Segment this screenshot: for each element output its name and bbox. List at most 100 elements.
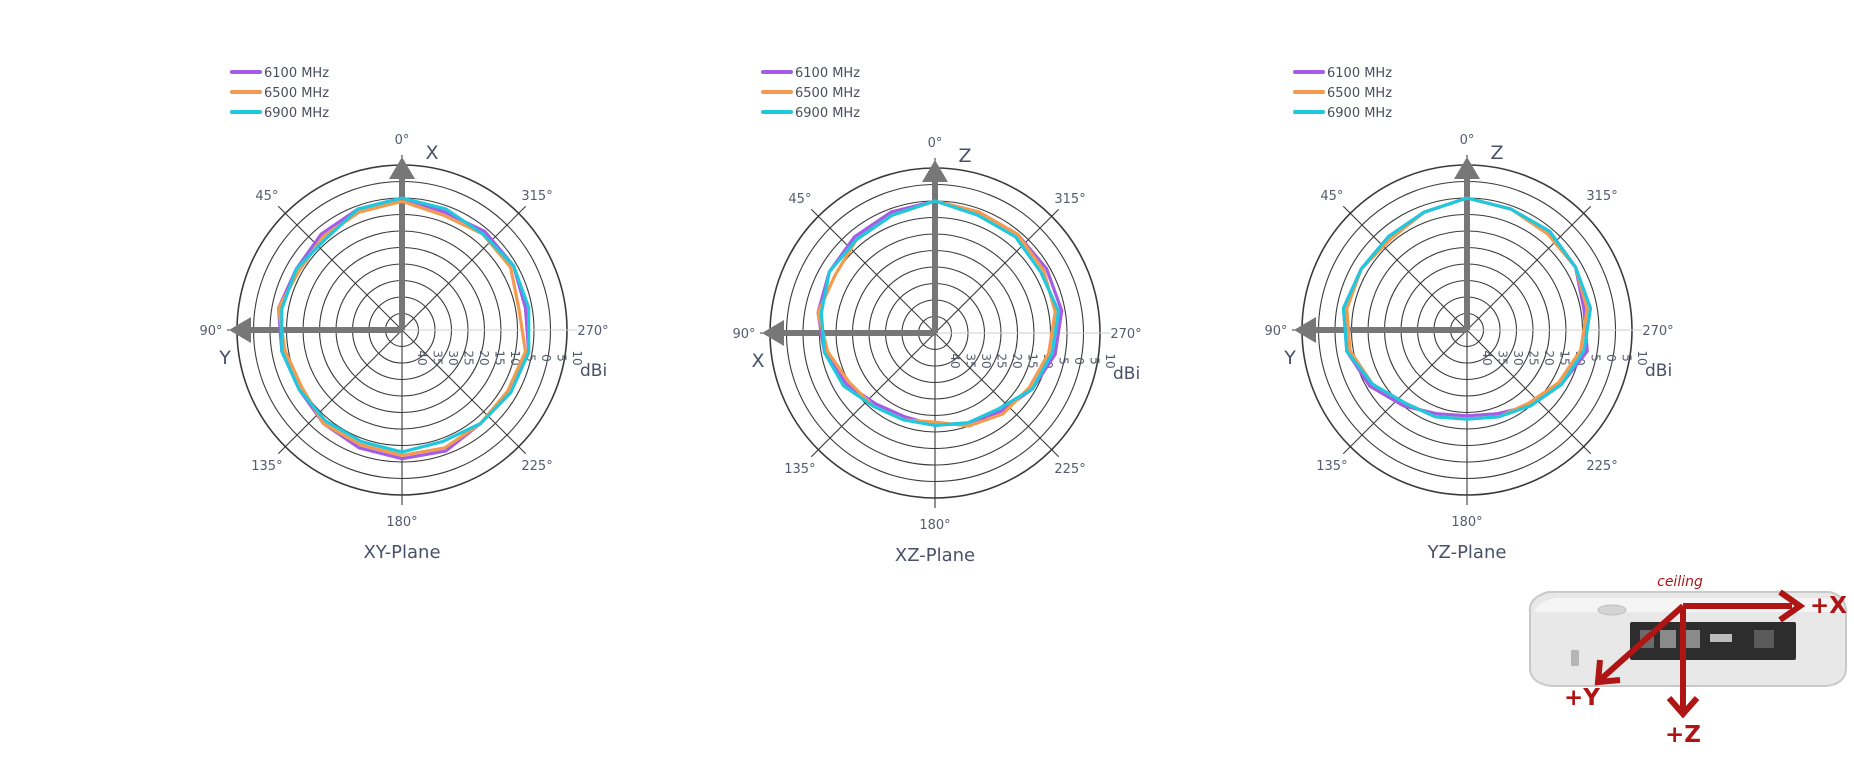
reference-arrow-up — [1454, 157, 1480, 179]
series-line — [276, 199, 528, 457]
plane-title: XZ-Plane — [895, 545, 975, 566]
plus-x-label: +X — [1810, 593, 1847, 619]
angle-tick-label: 45° — [788, 192, 811, 207]
reference-arrow-left — [1294, 317, 1316, 343]
angle-tick-label: 0° — [395, 133, 410, 148]
unit-label: dBi — [1113, 364, 1140, 384]
ring-tick-label: 5 — [1088, 357, 1102, 365]
angle-tick-label: 0° — [928, 136, 943, 151]
grid-spoke — [1466, 205, 1592, 331]
angle-tick-label: 315° — [1054, 192, 1085, 207]
angle-tick-label: 315° — [521, 189, 552, 204]
ring-tick-label: 25 — [1527, 350, 1541, 365]
legend-label: 6100 MHz — [264, 66, 329, 81]
polar-chart-3: 6100 MHz 6500 MHz 6900 MHz 0° 45° 90° 135° 180°… — [1264, 66, 1673, 563]
ring-tick-label: 30 — [979, 353, 993, 368]
ring-tick-label: 40 — [948, 353, 962, 368]
ring-tick-label: 25 — [995, 353, 1009, 368]
legend-label: 6100 MHz — [795, 66, 860, 81]
series-line — [819, 199, 1061, 427]
polar-chart-2: 6100 MHz 6500 MHz 6900 MHz 0° 45° 90° 135° 180°… — [732, 66, 1141, 566]
series-line — [1341, 196, 1593, 421]
grid-spoke — [277, 205, 403, 331]
ring-tick-label: 5 — [1589, 354, 1603, 362]
ring-tick-label: 35 — [431, 350, 445, 365]
ring-tick-label: 5 — [1057, 357, 1071, 365]
ring-tick-label: 10 — [1635, 350, 1649, 365]
ring-tick-label: 40 — [415, 350, 429, 365]
ring-tick-label: 35 — [964, 353, 978, 368]
ring-tick-label: 5 — [555, 354, 569, 362]
angle-tick-label: 180° — [1451, 515, 1482, 530]
ring-tick-label: 20 — [477, 350, 491, 365]
series-line — [280, 196, 531, 454]
angle-tick-label: 45° — [255, 189, 278, 204]
reference-arrow-up — [922, 160, 948, 182]
axis-letter-left: Y — [218, 347, 231, 369]
device-orientation-diagram: ceiling +X +Y +Z — [1528, 574, 1847, 748]
legend-label: 6900 MHz — [1327, 106, 1392, 121]
unit-label: dBi — [1645, 361, 1672, 381]
legend-label: 6500 MHz — [795, 86, 860, 101]
ring-tick-label: 10 — [1103, 353, 1117, 368]
grid-spoke — [401, 205, 527, 331]
angle-tick-label: 135° — [784, 462, 815, 477]
ring-tick-label: 5 — [1620, 354, 1634, 362]
legend-label: 6500 MHz — [1327, 86, 1392, 101]
angle-tick-label: 90° — [732, 327, 755, 342]
angle-tick-label: 315° — [1586, 189, 1617, 204]
angle-tick-label: 45° — [1320, 189, 1343, 204]
polar-chart-1: 6100 MHz 6500 MHz 6900 MHz 0° 45° 90° 135° 180°… — [199, 66, 608, 563]
angle-tick-label: 135° — [1316, 459, 1347, 474]
angle-tick-label: 90° — [1264, 324, 1287, 339]
reference-arrow-up — [389, 157, 415, 179]
ring-tick-label: 10 — [570, 350, 584, 365]
grid-spoke — [810, 332, 936, 458]
ring-tick-label: 20 — [1010, 353, 1024, 368]
plane-title: XY-Plane — [363, 542, 440, 563]
ring-tick-label: 0 — [539, 354, 553, 362]
legend-label: 6900 MHz — [795, 106, 860, 121]
grid-spoke — [810, 208, 936, 334]
ring-tick-label: 5 — [524, 354, 538, 362]
grid-spoke — [1466, 329, 1592, 455]
plus-z-label: +Z — [1665, 722, 1701, 748]
grid-spoke — [934, 208, 1060, 334]
angle-tick-label: 90° — [199, 324, 222, 339]
ring-tick-label: 20 — [1542, 350, 1556, 365]
ring-tick-label: 25 — [462, 350, 476, 365]
arrow-x-head — [1778, 589, 1806, 623]
angle-tick-label: 225° — [1586, 459, 1617, 474]
ring-tick-label: 10 — [508, 350, 522, 365]
ring-tick-label: 40 — [1480, 350, 1494, 365]
arrow-y-head — [1594, 659, 1621, 686]
ring-tick-label: 30 — [1511, 350, 1525, 365]
angle-tick-label: 270° — [1110, 327, 1141, 342]
legend-label: 6500 MHz — [264, 86, 329, 101]
ceiling-label: ceiling — [1657, 574, 1703, 590]
ring-tick-label: 15 — [1026, 353, 1040, 368]
grid-spoke — [401, 329, 527, 455]
ring-tick-label: 0 — [1604, 354, 1618, 362]
angle-tick-label: 180° — [386, 515, 417, 530]
angle-tick-label: 225° — [521, 459, 552, 474]
legend-label: 6100 MHz — [1327, 66, 1392, 81]
legend-label: 6900 MHz — [264, 106, 329, 121]
axis-letter-top: Z — [1490, 142, 1503, 164]
angle-tick-label: 270° — [577, 324, 608, 339]
axis-letter-top: Z — [958, 145, 971, 167]
axis-letter-left: X — [751, 350, 764, 372]
ring-tick-label: 30 — [446, 350, 460, 365]
angle-tick-label: 225° — [1054, 462, 1085, 477]
ring-tick-label: 35 — [1496, 350, 1510, 365]
ring-tick-label: 15 — [1558, 350, 1572, 365]
orientation-arrows — [1594, 589, 1806, 719]
axis-letter-top: X — [425, 142, 438, 164]
arrow-z-head — [1666, 696, 1700, 719]
unit-label: dBi — [580, 361, 607, 381]
grid-spoke — [1342, 329, 1468, 455]
grid-spoke — [277, 329, 403, 455]
ring-tick-label: 15 — [493, 350, 507, 365]
ring-tick-label: 0 — [1072, 357, 1086, 365]
